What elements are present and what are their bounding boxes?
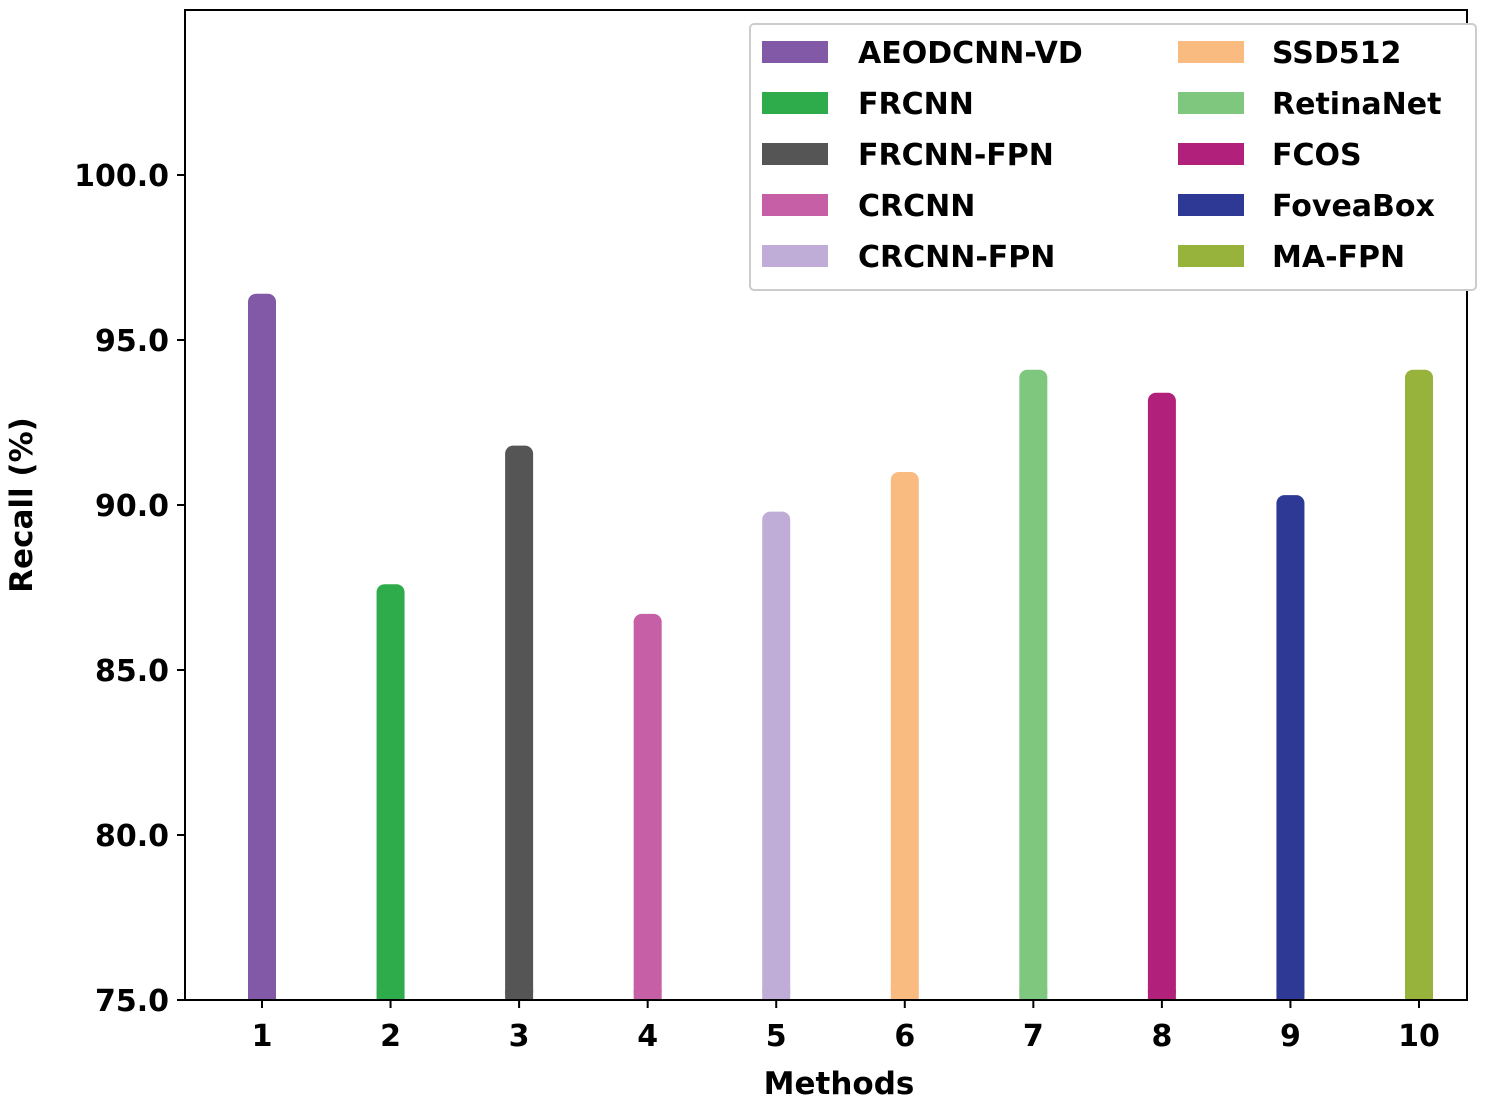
legend-swatch	[762, 194, 828, 216]
legend-label: FoveaBox	[1272, 189, 1435, 224]
bar-base	[248, 990, 276, 1000]
legend-swatch	[762, 92, 828, 114]
x-tick-label: 8	[1151, 1019, 1172, 1054]
bar-base	[633, 990, 662, 1000]
legend-label: SSD512	[1272, 36, 1401, 71]
bar-aeodcnn-vd	[248, 293, 276, 1000]
bar-frcnn	[376, 584, 405, 1000]
legend-swatch	[1178, 41, 1244, 63]
y-axis-label: Recall (%)	[4, 417, 40, 593]
x-tick-label: 2	[380, 1019, 401, 1054]
legend-swatch	[762, 143, 828, 165]
legend-label: FRCNN-FPN	[858, 138, 1054, 173]
bar-ssd512	[890, 472, 919, 1000]
bar-base	[1405, 990, 1433, 1000]
y-tick-label: 75.0	[95, 984, 169, 1019]
x-tick-label: 7	[1023, 1019, 1044, 1054]
x-tick-label: 10	[1398, 1019, 1440, 1054]
bar-base	[1276, 990, 1305, 1000]
bars	[248, 293, 1433, 1001]
legend-swatch	[762, 41, 828, 63]
x-tick-label: 6	[894, 1019, 915, 1054]
legend-label: FRCNN	[858, 87, 974, 122]
x-tick-label: 9	[1280, 1019, 1301, 1054]
legend-frame	[749, 23, 1477, 291]
y-axis: 75.0 80.0 85.0 90.0 95.0 100.0	[74, 159, 185, 1019]
bar-base	[890, 990, 919, 1000]
y-tick-label: 95.0	[95, 324, 169, 359]
bar-base	[1147, 990, 1176, 1000]
x-tick-label: 4	[637, 1019, 658, 1054]
y-tick-label: 80.0	[95, 819, 169, 854]
legend-label: CRCNN	[858, 189, 975, 224]
bar-base	[762, 990, 791, 1000]
bar-base	[505, 990, 534, 1000]
bar-crcnn	[633, 613, 662, 1000]
legend-label: MA-FPN	[1272, 240, 1405, 275]
bar-base	[376, 990, 405, 1000]
legend-swatch	[762, 245, 828, 267]
legend-swatch	[1178, 143, 1244, 165]
legend-swatch	[1178, 92, 1244, 114]
legend-label: CRCNN-FPN	[858, 240, 1055, 275]
y-tick-label: 90.0	[95, 489, 169, 524]
bar-base	[1019, 990, 1048, 1000]
y-tick-label: 85.0	[95, 654, 169, 689]
bar-frcnn-fpn	[505, 445, 534, 1001]
bar-fcos	[1147, 392, 1176, 1000]
legend-swatch	[1178, 245, 1244, 267]
bar-retinanet	[1019, 369, 1048, 1000]
bar-foveabox	[1276, 495, 1305, 1000]
x-tick-label: 5	[766, 1019, 787, 1054]
legend-label: AEODCNN-VD	[858, 36, 1083, 71]
legend-label: FCOS	[1272, 138, 1362, 173]
legend: AEODCNN-VD FRCNN FRCNN-FPN CRCNN CRCNN-FPN SS…	[749, 23, 1477, 291]
x-axis: 1 2 3 4 5 6 7 8 9 10	[252, 1000, 1440, 1054]
legend-label: RetinaNet	[1272, 87, 1441, 122]
legend-swatch	[1178, 194, 1244, 216]
bar-crcnn-fpn	[762, 511, 791, 1000]
x-tick-label: 1	[252, 1019, 273, 1054]
x-axis-label: Methods	[764, 1066, 915, 1102]
x-tick-label: 3	[509, 1019, 530, 1054]
y-tick-label: 100.0	[74, 159, 169, 194]
bar-ma-fpn	[1405, 369, 1433, 1000]
